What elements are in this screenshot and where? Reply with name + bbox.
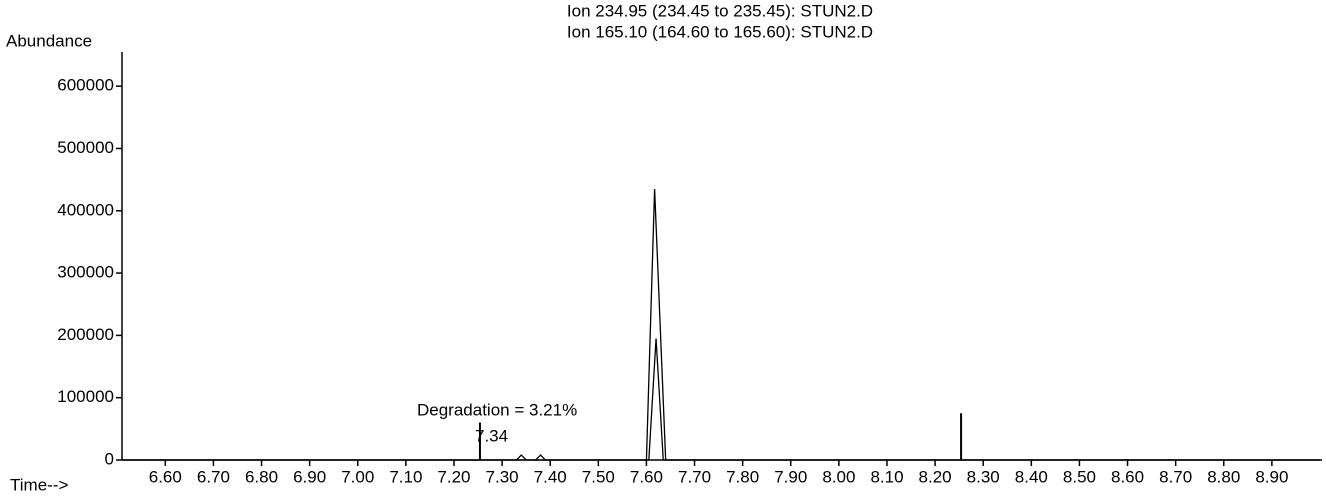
trace [122,188,1320,461]
x-tick-label: 8.40 [1015,467,1048,486]
x-tick-label: 7.60 [630,467,663,486]
x-tick-label: 6.70 [197,467,230,486]
x-tick-label: 7.30 [486,467,519,486]
y-tick-label: 200000 [57,325,114,344]
x-tick-label: 7.20 [437,467,470,486]
x-axis-label: Time--> [10,475,68,494]
annotation: Degradation = 3.21% [417,400,577,419]
x-tick-label: 8.10 [870,467,903,486]
peak-label: 7.34 [475,426,508,445]
x-tick-label: 6.60 [149,467,182,486]
x-tick-label: 8.20 [919,467,952,486]
x-tick-label: 8.50 [1063,467,1096,486]
x-tick-label: 7.80 [726,467,759,486]
y-tick-label: 100000 [57,387,114,406]
x-tick-label: 8.80 [1207,467,1240,486]
x-tick-label: 7.00 [341,467,374,486]
y-axis-label: Abundance [6,31,92,50]
y-tick-label: 500000 [57,138,114,157]
x-tick-label: 6.80 [245,467,278,486]
x-tick-label: 7.50 [582,467,615,486]
title-line: Ion 234.95 (234.45 to 235.45): STUN2.D [567,1,873,20]
x-tick-label: 7.40 [534,467,567,486]
y-tick-label: 0 [105,449,114,468]
x-tick-label: 7.90 [774,467,807,486]
x-tick-label: 8.00 [822,467,855,486]
y-tick-label: 300000 [57,263,114,282]
x-tick-label: 6.90 [293,467,326,486]
y-tick-label: 400000 [57,200,114,219]
x-tick-label: 8.60 [1111,467,1144,486]
x-tick-label: 7.70 [678,467,711,486]
title-line: Ion 165.10 (164.60 to 165.60): STUN2.D [567,22,873,41]
x-tick-label: 8.90 [1255,467,1288,486]
x-tick-label: 8.30 [967,467,1000,486]
x-tick-label: 8.70 [1159,467,1192,486]
y-tick-label: 600000 [57,76,114,95]
trace [122,338,1320,461]
x-tick-label: 7.10 [389,467,422,486]
